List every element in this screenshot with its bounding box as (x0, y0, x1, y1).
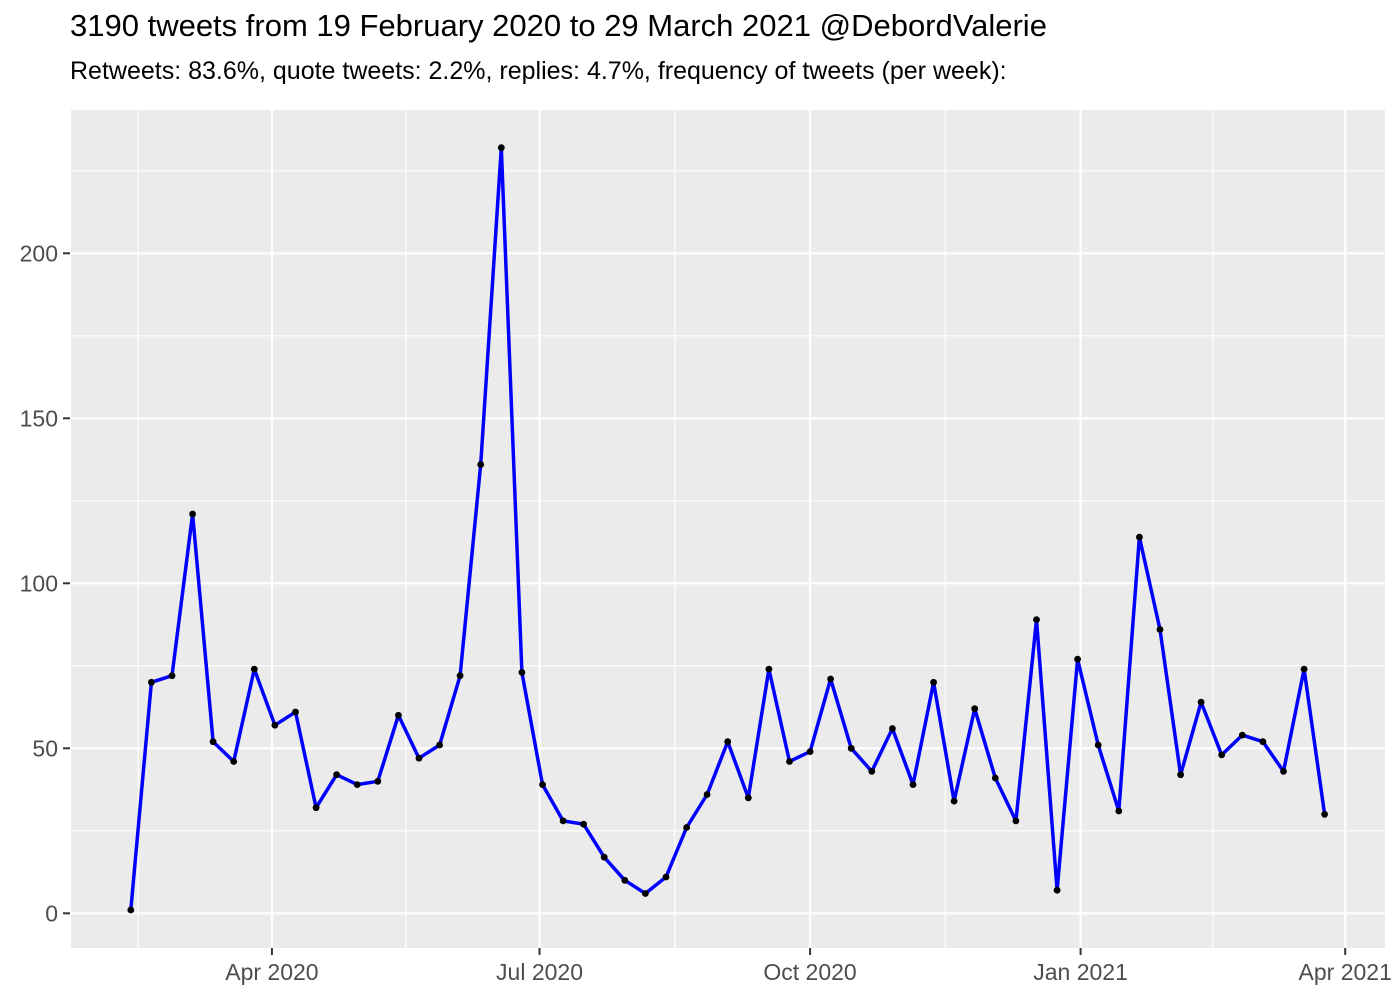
data-point (353, 781, 361, 788)
data-point (600, 853, 608, 861)
data-point (1136, 533, 1143, 541)
y-tick-label: 50 (32, 735, 58, 761)
data-point (477, 461, 485, 468)
x-tick-label: Jan 2021 (1033, 959, 1128, 985)
data-point (621, 876, 629, 884)
data-point (559, 817, 567, 825)
data-point (415, 754, 423, 762)
x-tick-label: Oct 2020 (763, 959, 856, 985)
data-point (1300, 665, 1308, 673)
y-tick-label: 0 (45, 900, 58, 926)
data-point (395, 711, 402, 719)
data-point (250, 665, 258, 673)
data-point (1033, 616, 1040, 623)
data-point (991, 774, 999, 782)
data-point (209, 738, 217, 746)
data-point (889, 725, 896, 732)
data-point (1280, 768, 1287, 775)
data-point (374, 777, 382, 785)
data-point (703, 791, 711, 798)
x-tick-label: Jul 2020 (496, 959, 583, 985)
data-point (930, 678, 937, 686)
data-point (1177, 771, 1184, 779)
data-point (1094, 741, 1102, 749)
data-point (518, 669, 526, 676)
data-point (539, 781, 546, 788)
data-point (127, 906, 135, 914)
data-point (724, 738, 732, 746)
data-point (827, 675, 834, 683)
chart-subtitle: Retweets: 83.6%, quote tweets: 2.2%, rep… (70, 57, 1007, 85)
data-point (1156, 626, 1164, 633)
data-point (847, 744, 855, 752)
y-tick-label: 100 (20, 570, 58, 596)
x-tick-label: Apr 2021 (1299, 959, 1392, 985)
data-point (909, 781, 917, 788)
data-point (1218, 751, 1226, 759)
data-point (168, 672, 176, 680)
data-point (312, 804, 320, 812)
data-point (271, 721, 279, 729)
x-tick-label: Apr 2020 (225, 959, 318, 985)
chart-title: 3190 tweets from 19 February 2020 to 29 … (70, 8, 1047, 43)
y-tick-label: 200 (20, 240, 58, 266)
data-point (456, 672, 464, 680)
data-point (189, 510, 197, 518)
data-point (786, 758, 793, 765)
data-point (230, 758, 238, 765)
data-point (497, 144, 505, 152)
data-point (333, 771, 340, 779)
data-point (662, 873, 670, 881)
data-point (765, 665, 773, 673)
data-point (868, 768, 876, 775)
data-point (971, 705, 979, 713)
data-point (642, 890, 649, 897)
data-point (744, 794, 752, 802)
data-point (436, 741, 443, 749)
data-point (1197, 698, 1205, 706)
data-point (950, 797, 958, 805)
data-point (580, 820, 587, 828)
y-tick-label: 150 (20, 405, 58, 431)
data-point (806, 748, 814, 755)
data-point (292, 708, 299, 716)
data-point (1074, 655, 1081, 663)
data-point (1238, 731, 1246, 739)
data-point (1012, 817, 1020, 825)
plot-panel (71, 110, 1385, 948)
data-point (683, 824, 690, 831)
data-point (148, 678, 155, 686)
data-point (1321, 810, 1328, 818)
data-point (1115, 807, 1123, 815)
data-point (1053, 886, 1061, 894)
data-point (1259, 738, 1267, 746)
